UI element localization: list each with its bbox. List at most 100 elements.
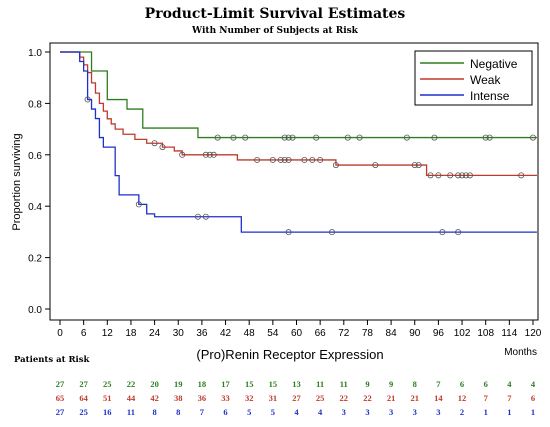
censor-marker [435, 172, 442, 179]
legend: Negative Weak Intense [414, 50, 533, 106]
y-tick-label: 0.4 [28, 202, 42, 213]
risk-count: 38 [174, 393, 183, 403]
x-tick-label: 72 [338, 328, 350, 339]
risk-count: 22 [363, 393, 372, 403]
censor-marker [285, 156, 292, 163]
risk-count: 3 [365, 407, 369, 417]
legend-box [414, 50, 533, 106]
risk-count: 4 [318, 407, 323, 417]
x-axis-label: (Pro)Renin Receptor Expression [196, 347, 383, 362]
censor-marker [317, 156, 324, 163]
risk-count: 18 [198, 379, 207, 389]
risk-count: 5 [271, 407, 275, 417]
risk-count: 7 [436, 379, 441, 389]
censor-marker [214, 134, 221, 141]
censor-marker [281, 156, 288, 163]
risk-count: 15 [245, 379, 254, 389]
risk-count: 1 [484, 407, 488, 417]
risk-count: 4 [507, 379, 512, 389]
x-tick-label: 0 [57, 328, 63, 339]
x-tick-label: 84 [386, 328, 398, 339]
risk-count: 11 [127, 407, 135, 417]
risk-count: 25 [103, 379, 112, 389]
risk-count: 8 [152, 407, 156, 417]
x-unit-label: Months [504, 347, 537, 358]
censor-marker [328, 229, 335, 236]
x-tick-label: 48 [244, 328, 256, 339]
censor-marker [84, 96, 91, 103]
risk-count: 1 [531, 407, 535, 417]
censor-marker [269, 156, 276, 163]
censor-marker [254, 156, 261, 163]
censor-marker [313, 134, 320, 141]
chart-subtitle: With Number of Subjects at Risk [192, 26, 358, 36]
censor-marker [309, 156, 316, 163]
risk-count: 6 [460, 379, 464, 389]
censor-marker [151, 140, 158, 147]
censor-marker [439, 229, 446, 236]
x-tick-label: 66 [315, 328, 327, 339]
risk-count: 17 [221, 379, 230, 389]
censor-marker [455, 172, 462, 179]
survival-curve-intense [60, 51, 537, 233]
risk-count: 3 [389, 407, 393, 417]
risk-count: 25 [79, 407, 88, 417]
x-tick-label: 60 [291, 328, 303, 339]
risk-count: 22 [340, 393, 349, 403]
censor-marker [210, 151, 217, 158]
risk-count: 7 [507, 393, 512, 403]
risk-count: 42 [150, 393, 159, 403]
x-tick-label: 90 [409, 328, 421, 339]
risk-count: 12 [458, 393, 467, 403]
risk-count: 25 [316, 393, 325, 403]
risk-count: 2 [460, 407, 464, 417]
risk-count: 27 [56, 379, 65, 389]
risk-count: 9 [389, 379, 393, 389]
censor-marker [486, 134, 493, 141]
survival-curve-negative [60, 51, 537, 139]
y-tick-label: 0.6 [28, 151, 42, 162]
y-axis: 0.0 0.2 0.4 0.6 0.8 1.0 [28, 48, 50, 316]
censor-marker [179, 151, 186, 158]
risk-count: 3 [436, 407, 440, 417]
censor-marker [530, 134, 537, 141]
risk-count: 9 [365, 379, 369, 389]
risk-table: 27 27 25 22 20 19 18 17 15 15 13 11 11 9 9 8 7 6 6 4 465 64 51… [56, 379, 536, 417]
y-tick-label: 0.0 [28, 305, 42, 316]
x-tick-label: 30 [173, 328, 185, 339]
risk-count: 19 [174, 379, 183, 389]
censor-marker [482, 134, 489, 141]
censor-marker [135, 201, 142, 208]
risk-count: 4 [531, 379, 536, 389]
series-intense [60, 51, 537, 236]
censor-marker [202, 151, 209, 158]
risk-count: 27 [292, 393, 301, 403]
censor-marker [285, 134, 292, 141]
survival-curve-weak [60, 51, 537, 177]
x-tick-label: 120 [525, 328, 542, 339]
risk-count: 27 [56, 407, 65, 417]
risk-count: 51 [103, 393, 112, 403]
legend-label: Intense [470, 89, 510, 103]
censor-marker [289, 134, 296, 141]
censor-marker [459, 172, 466, 179]
risk-count: 7 [200, 407, 205, 417]
x-axis: 0 6 12 18 24 30 36 42 48 54 60 66 72 78 84 90 96 102 108 11… [57, 320, 542, 339]
x-tick-label: 24 [149, 328, 161, 339]
x-tick-label: 18 [125, 328, 137, 339]
x-tick-label: 36 [196, 328, 208, 339]
risk-count: 32 [245, 393, 254, 403]
censor-marker [447, 172, 454, 179]
series-layer [60, 51, 537, 236]
censor-marker [159, 144, 166, 151]
y-tick-label: 0.2 [28, 254, 42, 265]
risk-count: 27 [79, 379, 88, 389]
risk-count: 5 [247, 407, 251, 417]
risk-count: 36 [198, 393, 207, 403]
x-tick-label: 114 [501, 328, 517, 339]
risk-count: 44 [127, 393, 136, 403]
censor-marker [281, 134, 288, 141]
risk-count: 13 [292, 379, 301, 389]
censor-marker [372, 162, 379, 169]
